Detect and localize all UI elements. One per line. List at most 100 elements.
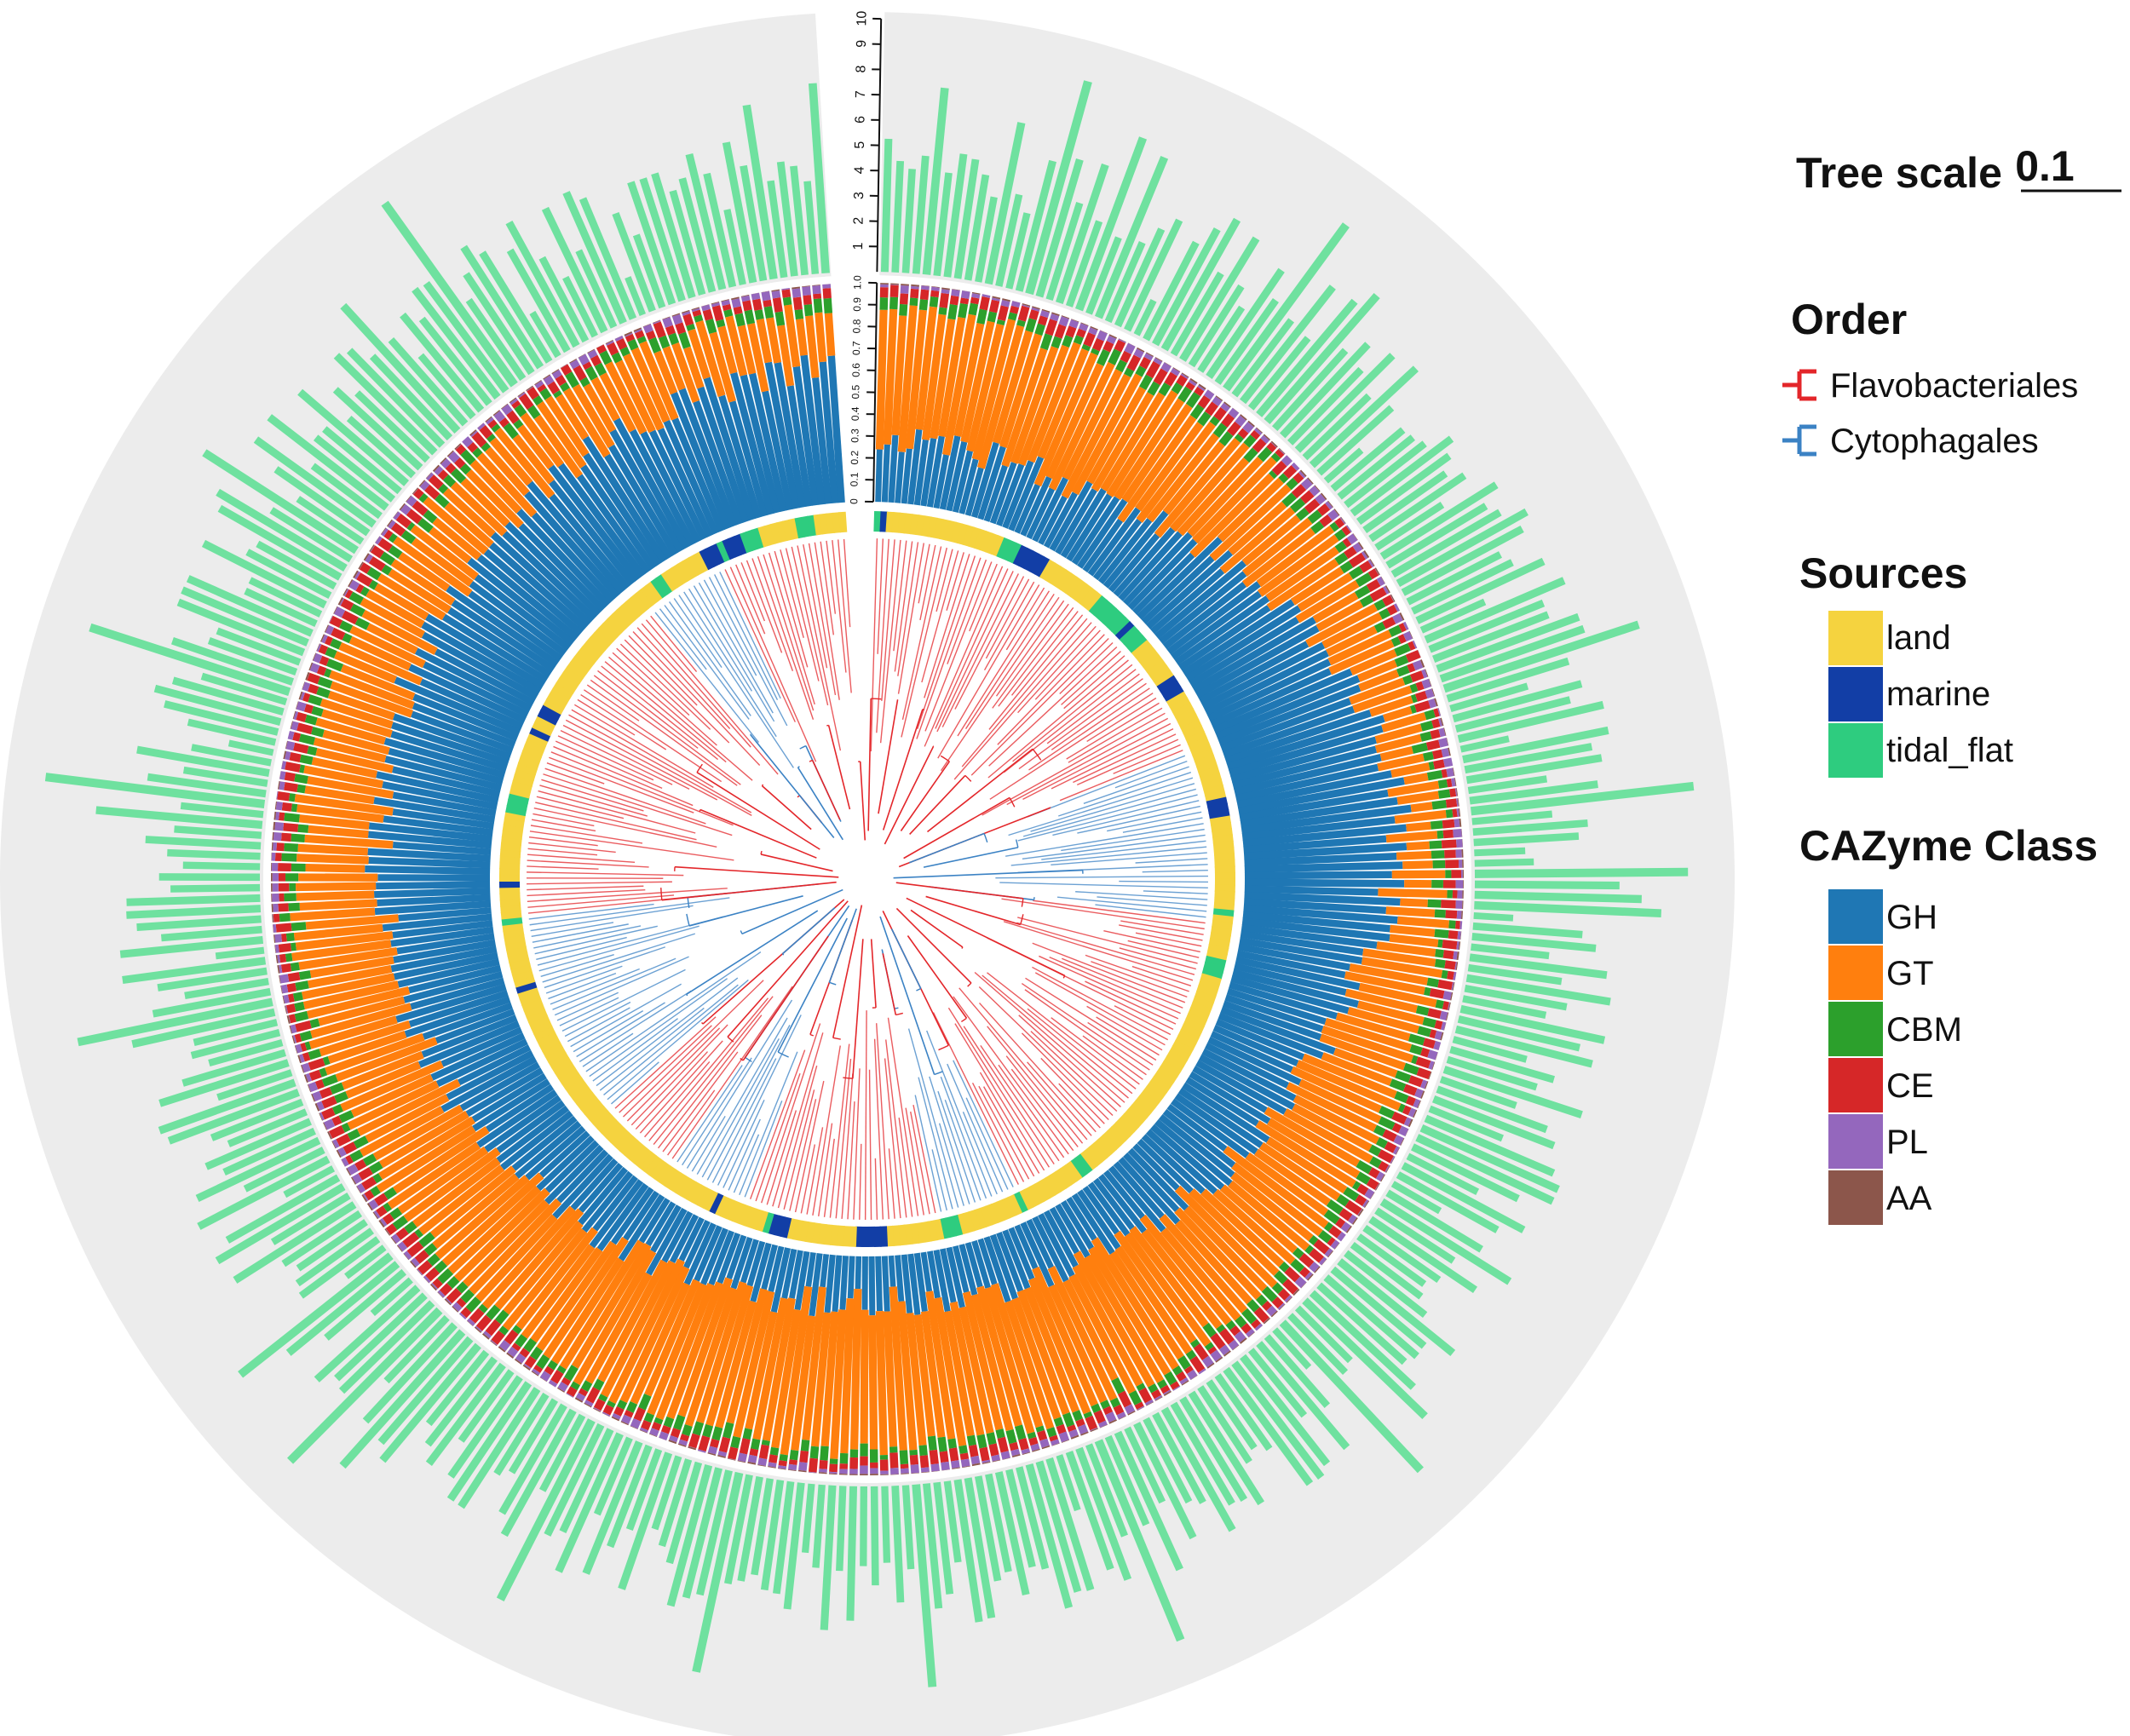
source-cell <box>1214 890 1235 899</box>
tree-branch <box>619 643 711 730</box>
cazyme-segment <box>1319 514 1333 527</box>
source-cell <box>1088 1142 1108 1163</box>
source-cell <box>800 515 812 537</box>
tree-branch <box>1076 739 1179 786</box>
cazyme-segment <box>782 296 792 306</box>
cazyme-segment <box>600 1260 676 1398</box>
count-bar <box>607 1444 653 1549</box>
count-tick-label: 2 <box>852 217 866 225</box>
count-tick-label: 5 <box>853 141 867 148</box>
cazyme-segment <box>920 438 937 507</box>
cazyme-segment <box>1122 532 1193 606</box>
cazyme-segment <box>299 1054 305 1063</box>
cazyme-segment <box>1369 559 1375 566</box>
cazyme-segment <box>677 1277 734 1417</box>
source-cell <box>499 886 521 894</box>
cazyme-segment <box>946 1246 965 1308</box>
tree-branch <box>1030 1031 1118 1112</box>
cazyme-segment <box>304 1041 312 1051</box>
cazyme-segment <box>292 992 303 1002</box>
cazyme-segment <box>1066 493 1113 562</box>
cazyme-segment <box>1402 631 1413 642</box>
cazyme-segment <box>781 1248 797 1299</box>
cazyme-segment <box>638 1394 652 1411</box>
cazyme-segment <box>1292 1247 1304 1260</box>
tree-branch <box>688 588 753 692</box>
tree-branch <box>539 785 648 817</box>
cazyme-segment <box>533 1365 544 1373</box>
count-bar <box>1143 240 1200 342</box>
count-bar <box>1094 1439 1185 1642</box>
cazyme-segment <box>730 1236 753 1290</box>
cazyme-segment <box>536 1354 550 1370</box>
cazyme-segment <box>1174 1093 1258 1155</box>
count-bar <box>1454 696 1571 733</box>
cazyme-segment <box>536 1240 617 1352</box>
tree-branch <box>1059 750 1183 802</box>
tree-internal-branch <box>925 895 1021 926</box>
tree-branch <box>1062 957 1183 1009</box>
tree-internal-branch <box>890 928 922 989</box>
source-cell <box>1175 708 1197 724</box>
tree-branch <box>992 603 1069 709</box>
cazyme-segment <box>1315 600 1364 632</box>
cazyme-segment <box>646 1207 688 1276</box>
source-cell <box>1214 853 1235 862</box>
cazyme-segment <box>905 309 927 450</box>
count-bar <box>425 1362 506 1466</box>
cazyme-segment <box>1274 1270 1288 1285</box>
cazyme-segment <box>367 831 492 849</box>
source-cell <box>716 540 732 563</box>
cazyme-segment <box>408 990 509 1028</box>
cazyme-segment <box>388 532 398 543</box>
cazyme-segment <box>440 1055 538 1112</box>
cazyme-segment <box>1382 617 1396 629</box>
cazyme-segment <box>971 319 1016 461</box>
tree-arc <box>799 744 807 750</box>
source-cell <box>1200 772 1222 785</box>
cazyme-segment <box>638 1198 671 1244</box>
cazyme-segment <box>1153 357 1163 365</box>
swatch-aa <box>1828 1170 1883 1225</box>
cazyme-segment <box>1117 415 1197 523</box>
cazyme-segment <box>1097 1174 1147 1233</box>
tree-branch <box>728 1118 761 1191</box>
count-bar <box>346 415 416 479</box>
source-cell <box>1180 1023 1202 1039</box>
cazyme-segment <box>742 1428 753 1440</box>
cazyme-segment <box>404 996 511 1038</box>
source-cell <box>768 1213 780 1236</box>
cazyme-segment <box>498 1325 509 1336</box>
cazyme-segment <box>1138 1387 1153 1404</box>
cazyme-segment <box>462 1199 550 1287</box>
cazyme-segment <box>566 1386 578 1397</box>
cazyme-segment <box>682 1423 693 1437</box>
cazyme-segment <box>1399 612 1405 621</box>
source-cell <box>1135 644 1156 664</box>
cazyme-segment <box>445 1297 452 1305</box>
cazyme-segment <box>395 1227 409 1240</box>
count-bar <box>227 739 274 756</box>
tree-branch <box>678 595 794 768</box>
count-bar <box>1473 912 1514 922</box>
cazyme-segment <box>291 940 392 962</box>
cazyme-segment <box>663 1416 675 1428</box>
source-cell <box>517 986 539 1000</box>
source-cell <box>545 693 568 710</box>
cazyme-segment <box>1275 449 1285 459</box>
tree-branch <box>527 859 649 868</box>
cazyme-segment <box>1002 1229 1031 1290</box>
cazyme-segment <box>291 833 305 843</box>
cazyme-segment <box>1190 1338 1200 1348</box>
source-cell <box>781 519 794 542</box>
cazyme-segment <box>1356 1183 1369 1196</box>
source-cell <box>1205 790 1227 803</box>
count-bar <box>1223 1366 1314 1486</box>
cazyme-segment <box>349 1149 364 1163</box>
cazyme-segment <box>964 467 984 516</box>
cazyme-segment <box>891 315 907 436</box>
tree-branch <box>987 1026 1084 1144</box>
tree-branch <box>1003 921 1194 981</box>
cazyme-segment <box>964 1242 983 1288</box>
tree-branch <box>985 578 1030 659</box>
